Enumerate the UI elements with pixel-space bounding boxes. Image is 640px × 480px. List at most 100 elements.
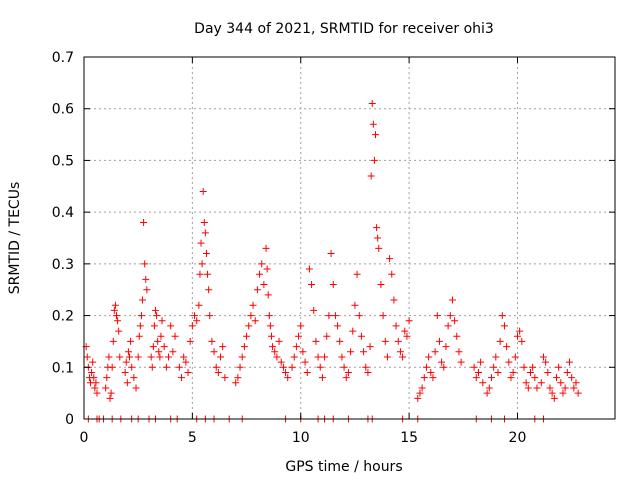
data-point bbox=[143, 286, 151, 294]
data-point bbox=[90, 374, 98, 382]
data-point bbox=[258, 260, 266, 268]
data-point bbox=[157, 332, 165, 340]
data-point bbox=[422, 363, 430, 371]
data-point bbox=[299, 348, 307, 356]
data-point bbox=[267, 332, 275, 340]
data-point bbox=[500, 322, 508, 330]
data-point bbox=[149, 343, 157, 351]
grid-lines bbox=[84, 57, 615, 419]
data-point bbox=[526, 368, 534, 376]
data-point bbox=[518, 337, 526, 345]
data-point bbox=[507, 374, 515, 382]
data-point bbox=[316, 363, 324, 371]
data-points bbox=[82, 100, 582, 423]
data-point bbox=[516, 327, 524, 335]
data-point bbox=[533, 384, 541, 392]
data-point bbox=[509, 368, 517, 376]
data-point bbox=[150, 322, 158, 330]
data-point bbox=[552, 374, 560, 382]
data-point bbox=[386, 255, 394, 263]
data-point bbox=[109, 337, 117, 345]
data-point bbox=[275, 337, 283, 345]
data-point bbox=[83, 353, 91, 361]
data-point bbox=[249, 301, 257, 309]
data-point bbox=[201, 229, 209, 237]
data-point bbox=[245, 322, 253, 330]
data-point bbox=[88, 368, 96, 376]
data-point bbox=[369, 120, 377, 128]
data-point bbox=[130, 374, 138, 382]
y-tick-label: 0 bbox=[65, 412, 74, 428]
data-point bbox=[364, 368, 372, 376]
data-point bbox=[305, 265, 313, 273]
data-point bbox=[494, 368, 502, 376]
data-point bbox=[323, 332, 331, 340]
data-point bbox=[442, 343, 450, 351]
data-point bbox=[89, 358, 97, 366]
data-point bbox=[195, 301, 203, 309]
data-point bbox=[496, 337, 504, 345]
data-point bbox=[416, 389, 424, 397]
data-point bbox=[282, 368, 290, 376]
axis-ticks bbox=[83, 56, 615, 420]
data-point bbox=[297, 322, 305, 330]
data-point bbox=[374, 234, 382, 242]
data-point bbox=[202, 250, 210, 258]
x-tick-label: 10 bbox=[292, 430, 310, 446]
data-point bbox=[182, 358, 190, 366]
data-point bbox=[351, 301, 359, 309]
y-tick-label: 0.5 bbox=[52, 153, 74, 169]
data-point bbox=[186, 337, 194, 345]
x-tick-label: 5 bbox=[188, 430, 197, 446]
data-point bbox=[113, 312, 121, 320]
data-point bbox=[498, 312, 506, 320]
data-point bbox=[325, 312, 333, 320]
data-point bbox=[531, 374, 539, 382]
data-point bbox=[134, 353, 142, 361]
data-point bbox=[360, 348, 368, 356]
data-point bbox=[116, 353, 124, 361]
data-point bbox=[312, 337, 320, 345]
data-point bbox=[427, 368, 435, 376]
data-point bbox=[180, 353, 188, 361]
data-point bbox=[153, 312, 161, 320]
data-point bbox=[205, 286, 213, 294]
data-point bbox=[279, 363, 287, 371]
data-point bbox=[372, 131, 380, 139]
data-point bbox=[269, 343, 277, 351]
data-point bbox=[347, 348, 355, 356]
data-point bbox=[425, 353, 433, 361]
data-point bbox=[292, 343, 300, 351]
data-point bbox=[123, 379, 131, 387]
data-point bbox=[175, 363, 183, 371]
data-point bbox=[165, 353, 173, 361]
data-point bbox=[477, 358, 485, 366]
data-point bbox=[542, 358, 550, 366]
data-point bbox=[375, 244, 383, 252]
data-point bbox=[260, 281, 268, 289]
x-tick-label: 0 bbox=[80, 430, 89, 446]
data-point bbox=[561, 384, 569, 392]
data-point bbox=[256, 270, 264, 278]
data-point bbox=[366, 343, 374, 351]
data-point bbox=[373, 224, 381, 232]
data-point bbox=[370, 156, 378, 164]
data-point bbox=[308, 281, 316, 289]
y-tick-label: 0.2 bbox=[52, 309, 74, 325]
data-point bbox=[367, 172, 375, 180]
data-point bbox=[403, 332, 411, 340]
data-point bbox=[383, 353, 391, 361]
data-point bbox=[548, 389, 556, 397]
data-point bbox=[196, 270, 204, 278]
data-point bbox=[355, 312, 363, 320]
data-point bbox=[451, 317, 459, 325]
data-point bbox=[559, 389, 567, 397]
data-point bbox=[568, 374, 576, 382]
data-point bbox=[483, 389, 491, 397]
data-point bbox=[440, 363, 448, 371]
data-point bbox=[314, 353, 322, 361]
data-point bbox=[546, 384, 554, 392]
data-point bbox=[191, 312, 199, 320]
data-point bbox=[550, 394, 558, 402]
